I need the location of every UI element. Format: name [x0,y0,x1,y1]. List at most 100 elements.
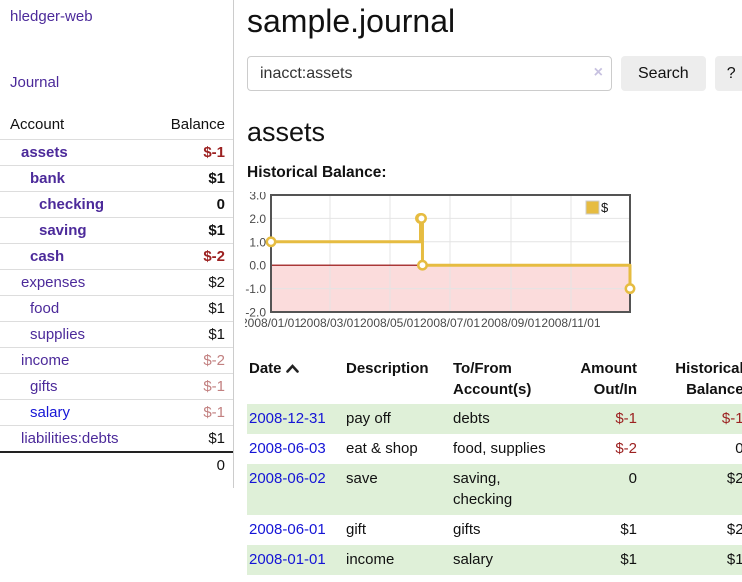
x-axis-tick-label: 2008/05/01 [360,316,420,330]
sidebar-account-link[interactable]: cash [30,248,65,265]
sidebar-account-row: gifts $-1 [0,373,233,400]
sidebar-account-row: supplies $1 [0,321,233,348]
x-axis-tick-label: 2008/03/01 [300,316,360,330]
sidebar-accounts-body: assets $-1 bank $1 checking 0 saving $1 cash $-2 e… [0,139,233,478]
sidebar-account-row: saving $1 [0,217,233,244]
sidebar-account-link[interactable]: liabilities:debts [21,430,119,447]
sidebar-account-link[interactable]: supplies [30,326,86,343]
transaction-date-link[interactable]: 2008-01-01 [249,551,326,569]
chart-canvas: $3.0 2.0 1.0 0.0 -1.0 -2.02008/01/012008/03/0… [241,189,636,330]
chart-heading: Historical Balance: [247,164,387,182]
sidebar-account-row: expenses $2 [0,269,233,296]
brand-link[interactable]: hledger-web [10,8,93,25]
sidebar-total-balance: 0 [148,451,233,478]
sidebar-account-link[interactable]: expenses [21,274,86,291]
register-header-date[interactable]: Date [247,356,344,404]
transaction-amount: $-1 [552,403,641,435]
register-header-accounts: To/From Account(s) [453,360,532,398]
y-axis-tick-label: 2.0 [249,212,266,226]
transaction-description: gift [346,520,367,538]
transaction-amount: $-2 [615,440,637,458]
transaction-balance: $-1 [641,403,742,435]
sidebar-account-row: salary $-1 [0,399,233,426]
x-axis-tick-label: 2008/11/01 [541,316,600,330]
sidebar-account-link[interactable]: salary [30,404,71,421]
legend-label: $ [601,200,609,215]
transaction-description: save [344,464,451,515]
transaction-description: pay off [344,403,451,435]
search-input[interactable] [247,56,612,92]
transaction-balance: $1 [641,545,742,576]
register-row: 2008-06-03 eat & shop food, supplies $-2 0 [247,434,742,464]
sidebar-account-balance: $1 [148,295,233,322]
search-button[interactable]: Search [621,56,706,92]
sidebar-account-row: assets $-1 [0,139,233,166]
account-title: assets [247,117,326,148]
sidebar-account-link[interactable]: checking [39,196,105,213]
sidebar-account-balance: $-1 [148,399,233,426]
register-body: 2008-12-31 pay off debts $-1 $-1 2008-06-03 ea… [247,403,742,576]
transaction-amount: 0 [552,464,641,515]
sidebar-accounts-table: Account Balance assets $-1 bank $1 checking 0… [0,112,233,478]
y-axis-tick-label: 0.0 [249,259,266,273]
sidebar-total-row: 0 [0,451,233,478]
sidebar-account-balance: $1 [148,165,233,192]
y-axis-tick-label: 3.0 [249,192,266,203]
transaction-accounts: debts [451,403,552,435]
sidebar-account-balance: $-2 [148,347,233,374]
sidebar-account-balance: $-2 [148,243,233,270]
register-row: 2008-06-01 gift gifts $1 $2 [247,515,742,545]
sidebar-account-row: cash $-2 [0,243,233,270]
transaction-balance: $2 [641,464,742,515]
x-axis-tick-label: 2008/01/01 [245,316,301,330]
register-header-balance: Historical Balance [675,360,742,398]
sidebar-account-row: liabilities:debts $1 [0,425,233,452]
transaction-accounts: saving, checking [451,464,552,515]
sidebar-account-row: income $-2 [0,347,233,374]
transaction-date-link[interactable]: 2008-12-31 [249,409,326,427]
sidebar-account-row: food $1 [0,295,233,322]
x-axis-tick-label: 2008/07/01 [420,316,480,330]
search-form: × Search ? [247,56,742,92]
sidebar-account-link[interactable]: bank [30,170,66,187]
register-row: 2008-12-31 pay off debts $-1 $-1 [247,403,742,435]
transaction-description: eat & shop [346,440,418,458]
historical-balance-chart: $3.0 2.0 1.0 0.0 -1.0 -2.0 2008/01/01 2008/03/0… [241,189,742,337]
register-row: 2008-06-02 save saving, checking 0 $2 [247,464,742,515]
transaction-date-link[interactable]: 2008-06-03 [249,440,326,458]
y-axis-tick-label: 1.0 [249,236,266,250]
sidebar-item-journal[interactable]: Journal [10,74,60,91]
transaction-accounts: salary [451,545,552,576]
legend-swatch [585,200,600,215]
transaction-balance: $2 [726,520,742,538]
register-table: Date Description To/From Account(s) Amou… [247,356,742,576]
transaction-accounts: gifts [453,520,481,538]
x-axis-tick-label: 2008/09/01 [481,316,541,330]
sidebar-account-link[interactable]: assets [21,144,68,161]
transaction-date-link[interactable]: 2008-06-01 [249,520,326,538]
sidebar-account-balance: $-1 [148,139,233,166]
main-content: sample.journal × Search ? assets Histori… [234,0,742,576]
y-axis-tick-label: -2.0 [245,306,266,320]
sidebar-account-link[interactable]: saving [39,222,87,239]
transaction-date-link[interactable]: 2008-06-02 [249,470,326,488]
sidebar-account-row: checking 0 [0,191,233,218]
transaction-amount: $1 [552,545,641,576]
sidebar-account-link[interactable]: gifts [30,378,58,395]
register-row: 2008-01-01 income salary $1 $1 [247,545,742,576]
clear-search-icon[interactable]: × [593,64,603,82]
help-button[interactable]: ? [714,56,742,92]
y-axis-tick-label: -1.0 [245,282,266,296]
sidebar-account-balance: $2 [148,269,233,296]
transaction-accounts: food, supplies [453,440,546,458]
sidebar-account-balance: $1 [148,217,233,244]
sidebar-account-balance: $1 [148,425,233,452]
transaction-balance: 0 [735,440,742,458]
sidebar-account-link[interactable]: income [21,352,70,369]
sidebar-account-link[interactable]: food [30,300,60,317]
sort-ascending-icon [285,359,299,379]
sidebar-account-balance: 0 [148,191,233,218]
transaction-amount: $1 [620,520,637,538]
accounts-column-header: Account [10,116,65,133]
sidebar-account-balance: $-1 [148,373,233,400]
